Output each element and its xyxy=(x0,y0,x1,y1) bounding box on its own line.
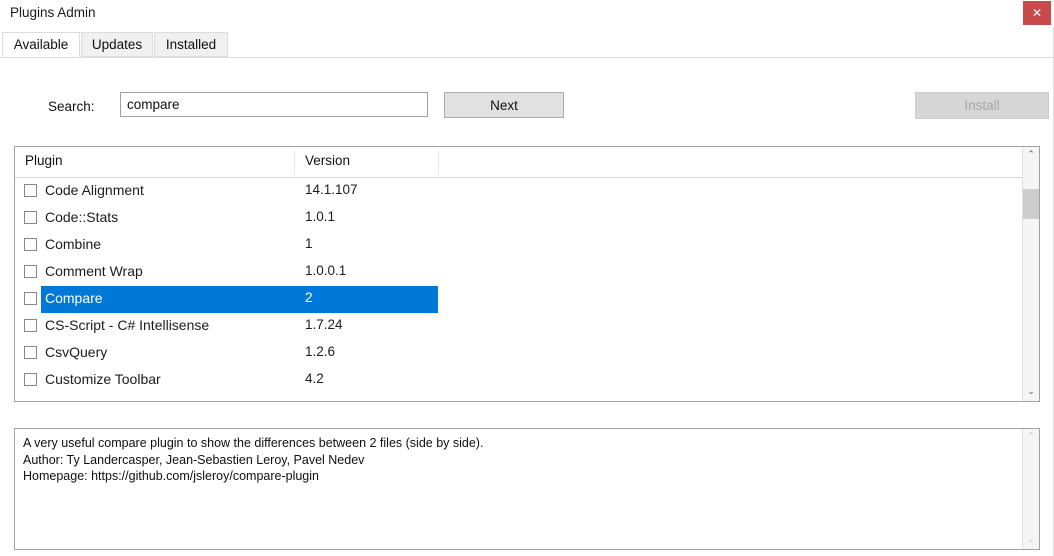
tab-strip: Available Updates Installed xyxy=(0,32,1054,58)
table-row[interactable]: CsvQuery 1.2.6 xyxy=(15,340,1005,367)
plugin-version: 1.7.24 xyxy=(305,317,343,332)
scroll-up-icon[interactable]: ⌃ xyxy=(1027,432,1035,442)
plugin-list-body: Code Alignment 14.1.107 Code::Stats 1.0.1 Co… xyxy=(15,178,1005,401)
column-header-plugin[interactable]: Plugin xyxy=(25,153,63,168)
plugin-name: CsvQuery xyxy=(45,344,108,360)
search-input[interactable] xyxy=(120,92,428,117)
description-scrollbar[interactable]: ⌃ ⌄ xyxy=(1022,429,1039,549)
plugin-version: 2 xyxy=(305,290,313,305)
tab-underline xyxy=(0,57,1054,58)
plugin-version: 1 xyxy=(305,236,313,251)
next-button[interactable]: Next xyxy=(444,92,564,118)
row-checkbox[interactable] xyxy=(24,211,37,224)
row-checkbox[interactable] xyxy=(24,319,37,332)
plugin-version: 4.2 xyxy=(305,371,324,386)
column-header-version[interactable]: Version xyxy=(305,153,351,168)
row-checkbox[interactable] xyxy=(24,184,37,197)
row-checkbox[interactable] xyxy=(24,238,37,251)
table-row[interactable]: Combine 1 xyxy=(15,232,1005,259)
plugin-list-panel: Plugin Version Code Alignment 14.1.107 Cod… xyxy=(14,146,1040,402)
tab-installed[interactable]: Installed xyxy=(154,32,228,57)
table-row[interactable]: Compare 2 xyxy=(15,286,1005,313)
page-title: Plugins Admin xyxy=(10,5,96,20)
description-line: Author: Ty Landercasper, Jean-Sebastien … xyxy=(23,452,365,467)
plugin-name: Comment Wrap xyxy=(45,263,143,279)
table-row[interactable]: CS-Script - C# Intellisense 1.7.24 xyxy=(15,313,1005,340)
search-label: Search: xyxy=(48,99,95,114)
row-checkbox[interactable] xyxy=(24,373,37,386)
close-icon[interactable]: ✕ xyxy=(1023,1,1051,25)
plugin-name: CS-Script - C# Intellisense xyxy=(45,317,210,333)
table-row[interactable]: Code Alignment 14.1.107 xyxy=(15,178,1005,205)
row-selection-highlight xyxy=(41,286,438,313)
tab-available[interactable]: Available xyxy=(2,32,80,57)
install-button[interactable]: Install xyxy=(915,92,1049,119)
table-row[interactable]: Code::Stats 1.0.1 xyxy=(15,205,1005,232)
scrollbar-thumb[interactable] xyxy=(1023,189,1039,219)
plugin-version: 1.0.1 xyxy=(305,209,336,224)
row-checkbox[interactable] xyxy=(24,346,37,359)
column-divider[interactable] xyxy=(294,150,295,174)
plugin-name: Code::Stats xyxy=(45,209,119,225)
plugin-version: 14.1.107 xyxy=(305,182,358,197)
description-line: Homepage: https://github.com/jsleroy/com… xyxy=(23,469,319,483)
description-panel: A very useful compare plugin to show the… xyxy=(14,428,1040,550)
scroll-up-icon[interactable]: ⌃ xyxy=(1027,150,1035,160)
plugin-name: Customize Toolbar xyxy=(45,371,161,387)
row-checkbox[interactable] xyxy=(24,292,37,305)
plugin-version: 1.2.6 xyxy=(305,344,336,359)
list-scrollbar[interactable]: ⌃ ⌄ xyxy=(1022,147,1039,401)
table-row[interactable]: Comment Wrap 1.0.0.1 xyxy=(15,259,1005,286)
scroll-down-icon[interactable]: ⌄ xyxy=(1027,535,1035,545)
plugin-version: 1.0.0.1 xyxy=(305,263,347,278)
plugin-name: Code Alignment xyxy=(45,182,144,198)
row-checkbox[interactable] xyxy=(24,265,37,278)
plugin-name: Combine xyxy=(45,236,102,252)
scroll-down-icon[interactable]: ⌄ xyxy=(1027,387,1035,397)
description-text: A very useful compare plugin to show the… xyxy=(23,435,1003,485)
plugin-list-header: Plugin Version xyxy=(15,147,1039,178)
plugin-name: Compare xyxy=(45,290,103,306)
table-row[interactable]: Customize Toolbar 4.2 xyxy=(15,367,1005,394)
tab-updates[interactable]: Updates xyxy=(81,32,153,57)
column-divider[interactable] xyxy=(438,150,439,174)
description-line: A very useful compare plugin to show the… xyxy=(23,436,484,450)
title-bar: Plugins Admin ✕ xyxy=(0,0,1054,28)
